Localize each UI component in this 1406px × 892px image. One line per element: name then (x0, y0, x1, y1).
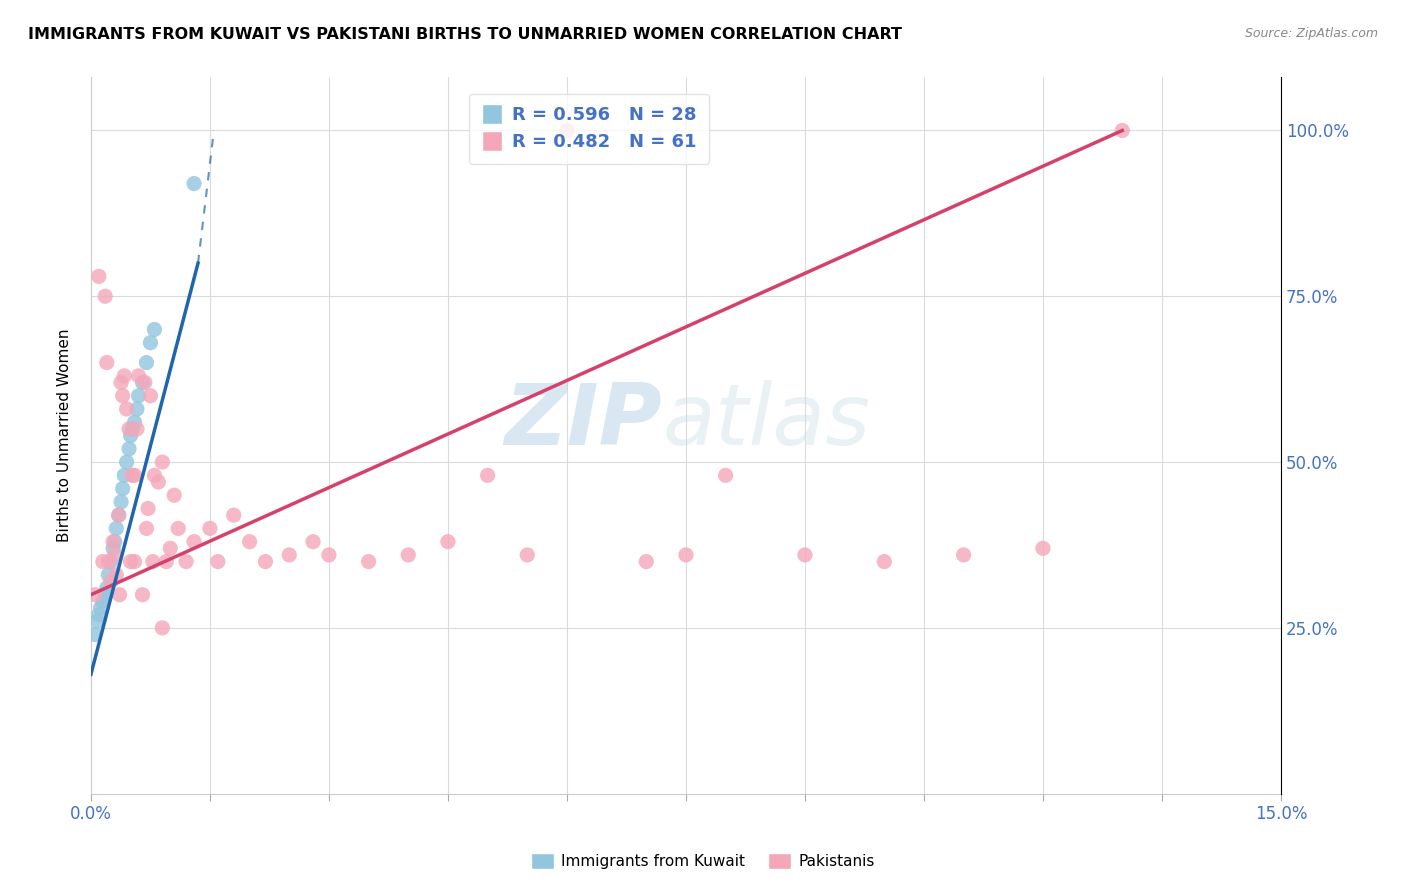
Point (111, 482, 134, 496)
Point (183, 534, 205, 549)
Point (131, 376, 153, 390)
Point (125, 402, 148, 417)
Point (143, 322, 166, 336)
Point (110, 495, 132, 509)
Point (104, 548, 127, 562)
Point (124, 468, 146, 483)
Point (89, 601, 111, 615)
Point (83, 627, 105, 641)
Point (118, 442, 141, 456)
Point (794, 548, 817, 562)
Point (135, 521, 157, 535)
Point (120, 428, 142, 442)
Point (516, 548, 538, 562)
Point (222, 508, 245, 523)
Point (97, 555, 120, 569)
Point (167, 521, 190, 535)
Point (302, 534, 325, 549)
Point (150, 621, 173, 635)
Point (86, 614, 108, 628)
Point (714, 468, 737, 483)
Text: IMMIGRANTS FROM KUWAIT VS PAKISTANI BIRTHS TO UNMARRIED WOMEN CORRELATION CHART: IMMIGRANTS FROM KUWAIT VS PAKISTANI BIRT… (28, 27, 903, 42)
Point (94, 588, 117, 602)
Point (124, 555, 146, 569)
Point (115, 455, 138, 469)
Point (121, 468, 143, 483)
Point (96, 581, 118, 595)
Point (112, 368, 135, 383)
Point (952, 548, 974, 562)
Point (94, 289, 117, 303)
Point (207, 555, 229, 569)
Text: ZIP: ZIP (505, 380, 662, 463)
Point (143, 468, 166, 483)
Point (163, 488, 186, 502)
Point (91, 594, 114, 608)
Point (115, 402, 138, 417)
Y-axis label: Births to Unmarried Women: Births to Unmarried Women (58, 329, 72, 542)
Point (155, 555, 177, 569)
Point (87, 269, 110, 284)
Point (142, 555, 165, 569)
Text: atlas: atlas (662, 380, 870, 463)
Point (254, 555, 277, 569)
Point (174, 555, 197, 569)
Point (101, 534, 124, 549)
Point (118, 422, 141, 436)
Point (125, 422, 148, 436)
Point (555, 123, 578, 137)
Point (100, 574, 122, 589)
Legend: Immigrants from Kuwait, Pakistanis: Immigrants from Kuwait, Pakistanis (524, 847, 882, 875)
Point (139, 335, 162, 350)
Point (108, 588, 131, 602)
Point (105, 521, 128, 535)
Legend: R = 0.596   N = 28, R = 0.482   N = 61: R = 0.596 N = 28, R = 0.482 N = 61 (468, 94, 710, 164)
Point (97, 567, 120, 582)
Point (396, 548, 419, 562)
Point (128, 368, 150, 383)
Point (104, 534, 127, 549)
Point (111, 389, 134, 403)
Point (83, 588, 105, 602)
Point (121, 422, 143, 436)
Point (183, 177, 205, 191)
Point (239, 534, 262, 549)
Point (675, 548, 697, 562)
Point (278, 548, 301, 562)
Point (437, 534, 460, 549)
Point (318, 548, 340, 562)
Point (107, 508, 129, 523)
Point (110, 376, 132, 390)
Point (107, 508, 129, 523)
Point (1032, 541, 1054, 556)
Point (135, 356, 157, 370)
Point (148, 475, 170, 489)
Point (96, 356, 118, 370)
Point (124, 415, 146, 429)
Point (139, 389, 162, 403)
Point (112, 468, 135, 483)
Point (101, 541, 124, 556)
Point (1111, 123, 1133, 137)
Text: Source: ZipAtlas.com: Source: ZipAtlas.com (1244, 27, 1378, 40)
Point (150, 455, 173, 469)
Point (105, 567, 128, 582)
Point (128, 389, 150, 403)
Point (873, 555, 896, 569)
Point (120, 555, 142, 569)
Point (100, 555, 122, 569)
Point (131, 588, 153, 602)
Point (357, 555, 380, 569)
Point (636, 555, 658, 569)
Point (134, 376, 156, 390)
Point (87, 607, 110, 622)
Point (477, 468, 499, 483)
Point (91, 555, 114, 569)
Point (159, 541, 181, 556)
Point (198, 521, 221, 535)
Point (136, 501, 159, 516)
